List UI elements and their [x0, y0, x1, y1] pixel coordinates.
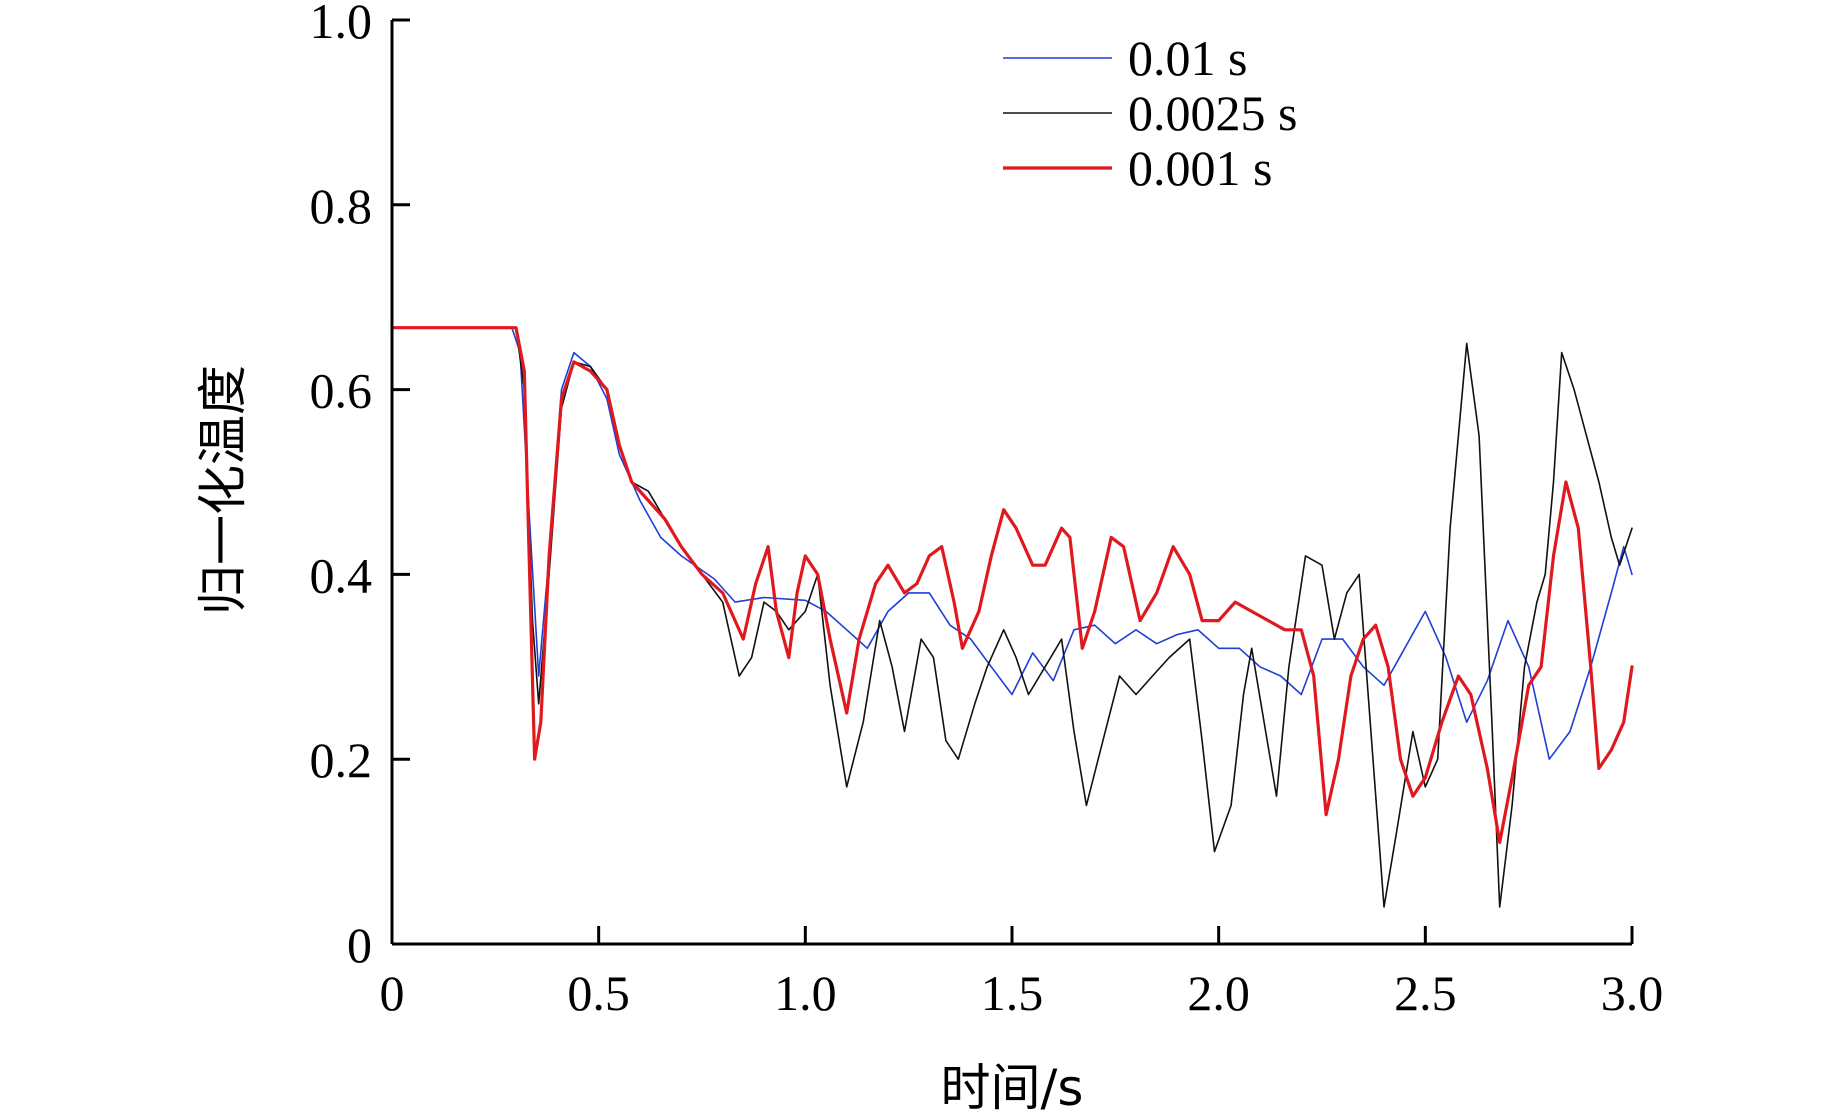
- legend-label-2: 0.0025 s: [1128, 85, 1297, 141]
- y-tick-label: 0.6: [310, 363, 373, 419]
- series-line-1: [391, 326, 1633, 760]
- plot-lines: [390, 326, 1634, 908]
- axes: [390, 20, 1632, 946]
- x-tick-label: 3.0: [1601, 965, 1664, 1021]
- y-axis-title: 归一化温度: [194, 365, 252, 615]
- series-line-2: [391, 326, 1633, 908]
- legend-label-3: 0.001 s: [1128, 140, 1272, 196]
- y-tick-label: 1.0: [310, 0, 373, 49]
- x-tick-label: 0.5: [567, 965, 630, 1021]
- x-tick-label: 0: [380, 965, 405, 1021]
- x-tick-label: 2.0: [1187, 965, 1250, 1021]
- series-line-3: [390, 326, 1634, 844]
- x-tick-label: 2.5: [1394, 965, 1457, 1021]
- x-tick-label: 1.0: [774, 965, 837, 1021]
- y-ticks: 0 0.2 0.4 0.6 0.8 1.0: [310, 0, 410, 973]
- x-ticks: 0 0.5 1.0 1.5 2.0 2.5 3.0: [380, 926, 1664, 1021]
- x-axis-title: 时间/s: [941, 1059, 1084, 1114]
- y-tick-label: 0: [347, 917, 372, 973]
- legend: 0.01 s0.0025 s0.001 s: [1003, 30, 1297, 196]
- x-tick-label: 1.5: [981, 965, 1044, 1021]
- y-tick-label: 0.8: [310, 178, 373, 234]
- y-tick-label: 0.4: [310, 547, 373, 603]
- y-tick-label: 0.2: [310, 732, 373, 788]
- legend-label-1: 0.01 s: [1128, 30, 1247, 86]
